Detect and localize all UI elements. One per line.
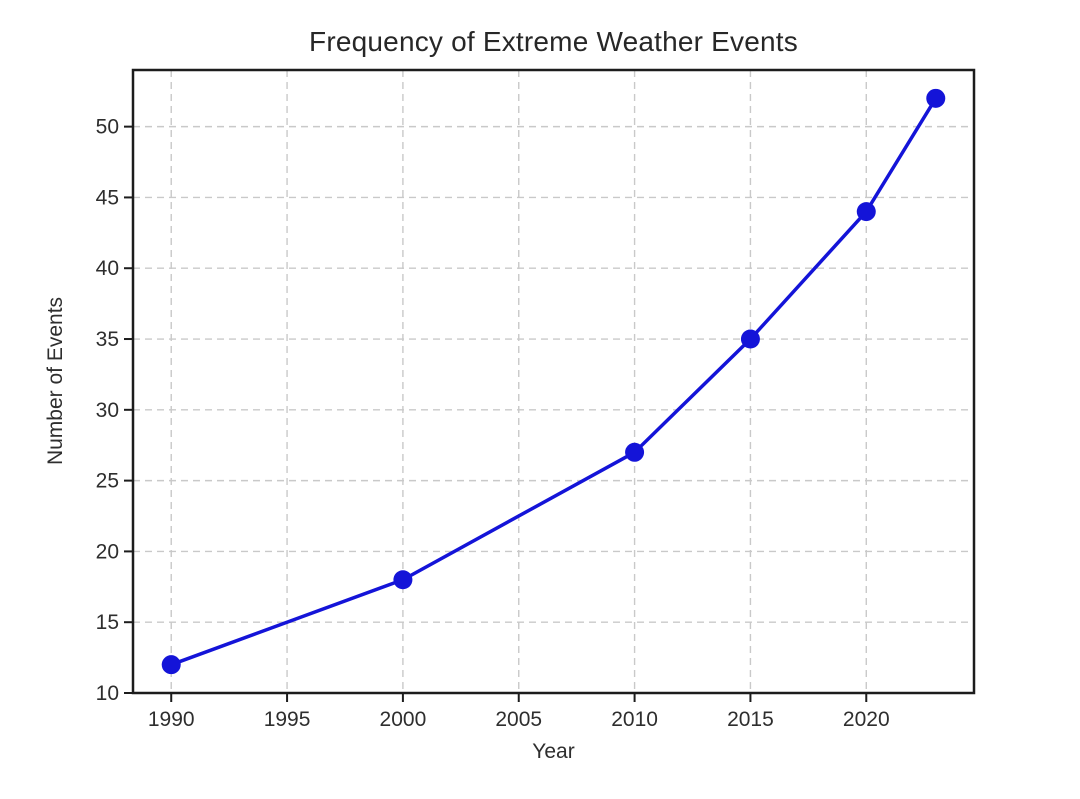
data-point-marker	[856, 202, 876, 222]
y-tick-label: 10	[96, 682, 119, 705]
y-tick-label: 50	[96, 116, 119, 139]
data-point-marker	[625, 442, 645, 462]
x-tick-label: 2005	[495, 708, 542, 731]
y-tick-label: 25	[96, 470, 119, 493]
x-tick-label: 2010	[611, 708, 658, 731]
x-tick-label: 2015	[727, 708, 774, 731]
y-tick-label: 30	[96, 399, 119, 422]
y-tick-label: 35	[96, 328, 119, 351]
x-tick-label: 2020	[843, 708, 890, 731]
y-axis-label: Number of Events	[44, 296, 67, 466]
trend-line	[169, 96, 938, 667]
y-tick-label: 45	[96, 186, 119, 209]
x-axis-label: Year	[532, 740, 575, 763]
y-tick-label: 20	[96, 540, 119, 563]
data-point-marker	[926, 88, 946, 108]
y-tick-label: 40	[96, 257, 119, 280]
chart-title: Frequency of Extreme Weather Events	[309, 26, 798, 57]
plot-border	[131, 68, 976, 695]
x-tick-label: 1990	[148, 708, 195, 731]
data-point-marker	[740, 329, 760, 349]
x-tick-label: 2000	[380, 708, 427, 731]
x-tick-label: 1995	[264, 708, 311, 731]
y-tick-label: 15	[96, 611, 119, 634]
data-point-marker	[393, 570, 413, 590]
data-point-marker	[161, 655, 181, 675]
